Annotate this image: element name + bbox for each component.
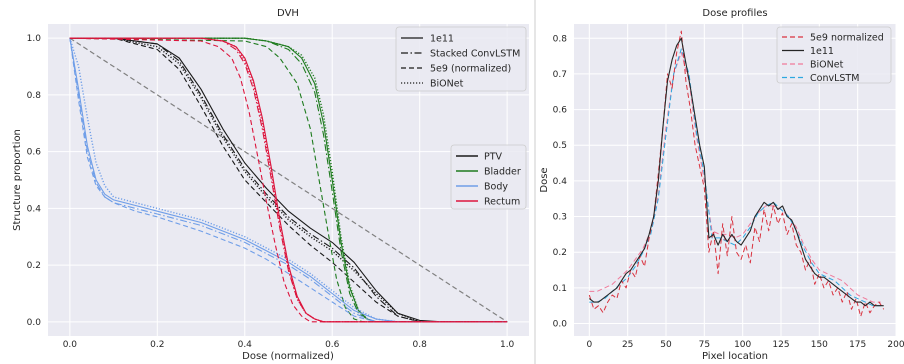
dvh-y-label: Structure proportion [12,129,23,231]
dvh-x-ticks: 0.0 0.2 0.4 0.6 0.8 1.0 [63,340,515,350]
style-legend-label: Stacked ConvLSTM [430,49,520,60]
structure-legend-label: Bladder [484,167,521,178]
x-tick-label: 0.6 [325,340,340,350]
y-tick-label: 0.0 [27,318,42,328]
y-tick-label: 0.6 [553,106,568,116]
profile-y-ticks: 0.0 0.1 0.2 0.3 0.4 0.5 0.6 0.7 0.8 [553,34,568,329]
x-tick-label: 175 [849,340,866,350]
x-tick-label: 125 [772,340,789,350]
dvh-series [69,37,508,323]
style-legend-label: 5e9 (normalized) [430,64,511,75]
y-tick-label: 0.2 [553,248,567,258]
profile-x-ticks: 0 25 50 75 100 125 150 175 200 [586,340,904,350]
dvh-line-rectum-bionet [69,37,508,323]
x-tick-label: 0.2 [150,340,164,350]
dvh-style-legend: 1e11 Stacked ConvLSTM 5e9 (normalized) BiON… [395,26,527,92]
y-tick-label: 0.4 [27,204,42,214]
dvh-line-rectum-5e9-normalized [69,37,508,323]
x-tick-label: 0.4 [238,340,253,350]
structure-legend-label: Rectum [484,197,520,208]
profile-legend-label: 5e9 normalized [810,33,884,44]
dvh-style-legend-box [395,26,527,92]
profile-line-5e9-normalized [588,30,885,317]
dvh-x-label: Dose (normalized) [242,351,334,362]
y-tick-label: 0.5 [553,141,567,151]
profile-line-bionet [589,52,881,303]
dvh-chart: 0.0 0.2 0.4 0.6 0.8 1.0 0.0 0.2 0.4 0.6 0.8 1.0 DV… [12,8,529,362]
dvh-grid [48,24,529,336]
dvh-line-bladder-stacked-convlstm [69,37,508,323]
profile-y-label: Dose [539,167,550,192]
y-tick-label: 0.8 [27,91,42,101]
x-tick-label: 0.8 [413,340,428,350]
x-tick-label: 200 [887,340,904,350]
profile-line-convlstm [589,48,881,307]
dvh-line-rectum-1e11 [69,37,508,323]
profile-legend-box [776,26,892,84]
reference-diagonal-line [69,37,508,323]
structure-legend-label: PTV [484,152,503,163]
dvh-line-body-5e9-normalized [69,38,508,323]
y-tick-label: 0.7 [553,70,567,80]
dvh-line-bladder-bionet [69,37,508,323]
x-tick-label: 25 [622,340,633,350]
y-tick-label: 0.4 [553,177,568,187]
y-tick-label: 0.6 [27,148,42,158]
x-tick-label: 0.0 [63,340,78,350]
style-legend-label: BiONet [430,79,464,90]
x-tick-label: 150 [811,340,828,350]
dvh-line-rectum-stacked-convlstm [69,37,508,323]
x-tick-label: 50 [660,340,672,350]
structure-legend-label: Body [484,182,508,193]
x-tick-label: 1.0 [500,340,515,350]
y-tick-label: 0.2 [27,261,41,271]
profile-legend-label: 1e11 [810,46,834,57]
profile-legend-label: ConvLSTM [810,73,859,84]
y-tick-label: 0.0 [553,320,568,330]
style-legend-label: 1e11 [430,34,454,45]
dvh-line-body-1e11 [69,38,508,323]
profile-legend: 5e9 normalized 1e11 BiONet ConvLSTM [776,26,892,84]
profile-legend-label: BiONet [810,60,844,71]
profile-line-1e11 [588,37,884,307]
dvh-line-bladder-5e9-normalized [69,37,508,323]
x-tick-label: 100 [734,340,751,350]
dose-profile-chart: 0 25 50 75 100 125 150 175 200 0.00.10.20.30.40.… [539,8,904,362]
profile-title: Dose profiles [702,8,767,19]
dvh-line-body-stacked-convlstm [69,38,508,323]
dvh-line-body-bionet [69,37,508,323]
y-tick-label: 0.3 [553,213,567,223]
dvh-structure-legend: PTV Bladder Body Rectum [450,144,527,210]
y-tick-label: 0.1 [553,284,567,294]
profile-series [588,30,885,317]
x-tick-label: 0 [586,340,592,350]
y-tick-label: 1.0 [27,34,42,44]
y-tick-label: 0.8 [553,34,568,44]
dvh-structure-legend-box [450,144,527,210]
profile-x-label: Pixel location [702,351,768,362]
dvh-title: DVH [277,8,299,19]
x-tick-label: 75 [699,340,710,350]
dvh-y-ticks: 0.0 0.2 0.4 0.6 0.8 1.0 [27,34,42,328]
